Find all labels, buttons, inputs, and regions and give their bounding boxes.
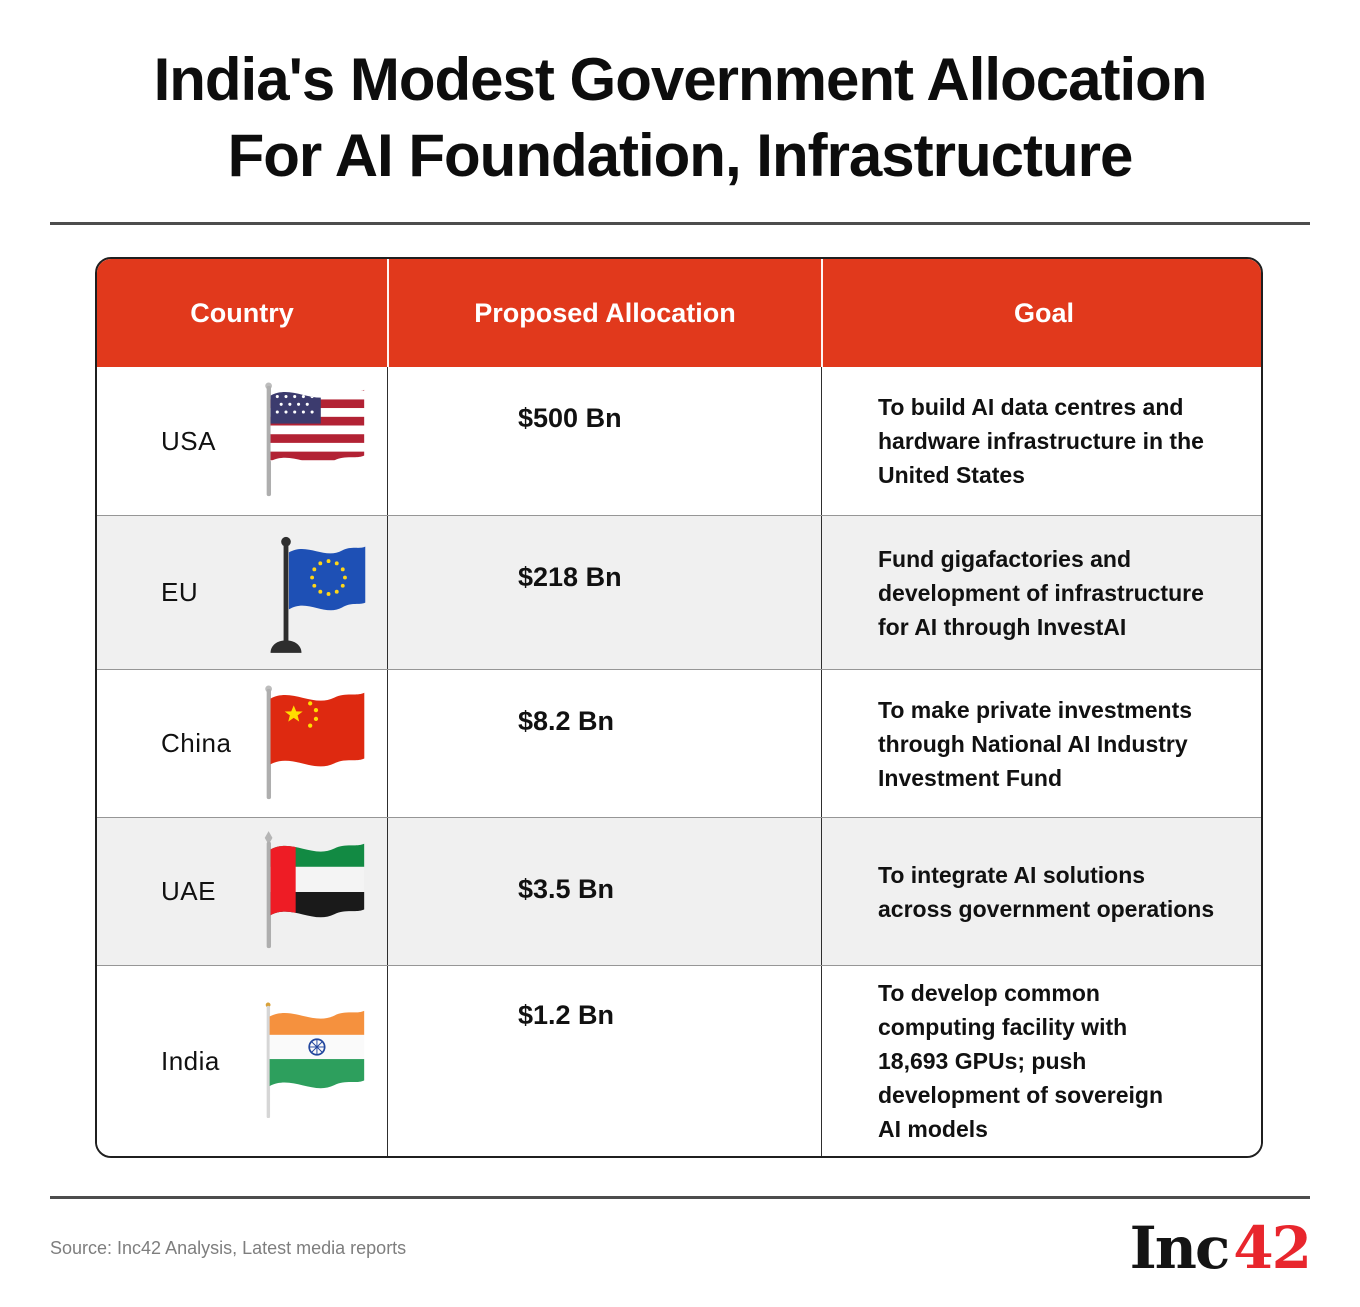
goal-text: To integrate AI solutions across governm… — [821, 818, 1261, 966]
usa-flag-icon — [257, 375, 373, 507]
title-divider — [50, 222, 1310, 226]
country-label: UAE — [161, 876, 216, 907]
country-cell: EU — [97, 516, 387, 669]
table-row-usa: USA — [97, 367, 1261, 516]
table-row-eu: EU $218 B — [97, 515, 1261, 670]
goal-text: To develop common computing facility wit… — [821, 966, 1261, 1157]
table-row-china: China $ — [97, 669, 1261, 818]
goal-text: To build AI data centres and hardware in… — [821, 367, 1261, 516]
india-flag-icon — [257, 995, 373, 1127]
allocation-value: $3.5 Bn — [387, 818, 821, 966]
china-flag-icon — [257, 678, 373, 810]
inc42-logo-accent: 42 — [1233, 1214, 1312, 1283]
allocation-value: $500 Bn — [387, 367, 821, 516]
inc42-logo: Inc 42 — [1129, 1214, 1312, 1283]
allocation-table: Country Proposed Allocation Goal USA — [95, 257, 1263, 1159]
country-label: China — [161, 728, 232, 759]
header-proposed-allocation: Proposed Allocation — [387, 259, 821, 368]
table-header-row: Country Proposed Allocation Goal — [97, 259, 1261, 368]
table-row-india: India — [97, 965, 1261, 1157]
allocation-value: $8.2 Bn — [387, 670, 821, 818]
uae-flag-icon — [257, 826, 373, 958]
goal-text: To make private investments through Nati… — [821, 670, 1261, 818]
inc42-logo-text: Inc — [1129, 1214, 1231, 1283]
source-text: Source: Inc42 Analysis, Latest media rep… — [50, 1237, 407, 1258]
footer-divider — [50, 1196, 1310, 1200]
country-label: USA — [161, 425, 216, 456]
page-title: India's Modest Government Allocation For… — [153, 46, 1208, 190]
goal-text: Fund gigafactories and development of in… — [821, 516, 1261, 670]
allocation-value: $1.2 Bn — [387, 966, 821, 1157]
footer: Source: Inc42 Analysis, Latest media rep… — [50, 1214, 1312, 1283]
allocation-value: $218 Bn — [387, 516, 821, 670]
country-label: India — [161, 1045, 220, 1076]
header-country: Country — [190, 297, 294, 328]
header-goal: Goal — [821, 259, 1261, 368]
eu-flag-icon — [257, 527, 373, 659]
table-row-uae: UAE $3.5 Bn To i — [97, 817, 1261, 966]
country-cell: India — [97, 966, 387, 1156]
country-cell: UAE — [97, 818, 387, 965]
country-cell: China — [97, 670, 387, 817]
country-label: EU — [161, 577, 199, 608]
country-cell: USA — [97, 367, 387, 515]
